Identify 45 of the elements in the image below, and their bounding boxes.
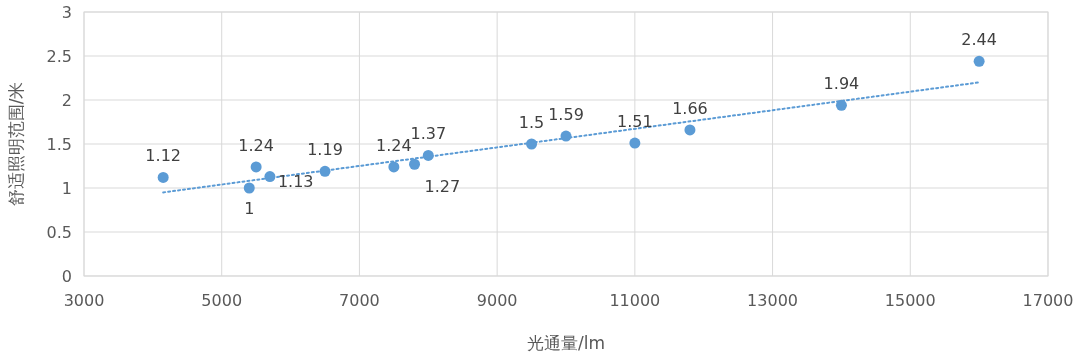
point [243, 182, 255, 194]
y-tick-label: 1.5 [46, 135, 72, 154]
y-tick-label: 3 [61, 3, 72, 22]
x-tick-label: 5000 [201, 291, 243, 310]
point [157, 171, 169, 183]
point [388, 161, 400, 173]
data-label: 1.5 [518, 113, 545, 132]
data-label: 1.24 [238, 135, 274, 155]
x-tick-label: 11000 [609, 291, 661, 310]
x-axis-title: 光通量/lm [526, 333, 606, 353]
x-tick-label: 7000 [339, 291, 380, 310]
point [422, 149, 434, 161]
x-tick-label: 17000 [1022, 291, 1074, 310]
point [250, 161, 262, 173]
point [835, 99, 847, 111]
data-label: 1.59 [548, 105, 584, 125]
y-axis-title: 舒适照明范围/米 [6, 81, 26, 207]
point [264, 171, 276, 183]
data-label: 1.19 [307, 140, 343, 160]
x-tick-label: 9000 [476, 291, 518, 310]
data-label: 1.37 [410, 124, 447, 144]
data-label: 1.13 [277, 171, 314, 191]
point [409, 158, 421, 170]
y-tick-label: 0.5 [46, 223, 72, 242]
data-label: 1.27 [424, 177, 461, 197]
data-label: 1.94 [823, 74, 860, 94]
point [560, 130, 572, 142]
data-label: 1.51 [617, 112, 653, 132]
point [526, 138, 538, 150]
data-label: 1.12 [145, 146, 181, 166]
x-tick-label: 15000 [884, 291, 936, 310]
data-label: 1.66 [672, 98, 708, 118]
point [319, 165, 331, 177]
point [973, 55, 985, 67]
point [684, 124, 696, 136]
x-tick-label: 3000 [63, 291, 105, 310]
data-label: 1.24 [376, 135, 412, 155]
data-label: 2.44 [961, 30, 997, 50]
data-label: 1 [244, 199, 255, 218]
point [629, 137, 641, 149]
y-tick-label: 2.5 [46, 47, 72, 66]
y-tick-label: 2 [61, 91, 72, 110]
x-tick-label: 13000 [747, 291, 799, 310]
y-tick-label: 0 [61, 267, 72, 286]
y-tick-label: 1 [61, 179, 72, 198]
